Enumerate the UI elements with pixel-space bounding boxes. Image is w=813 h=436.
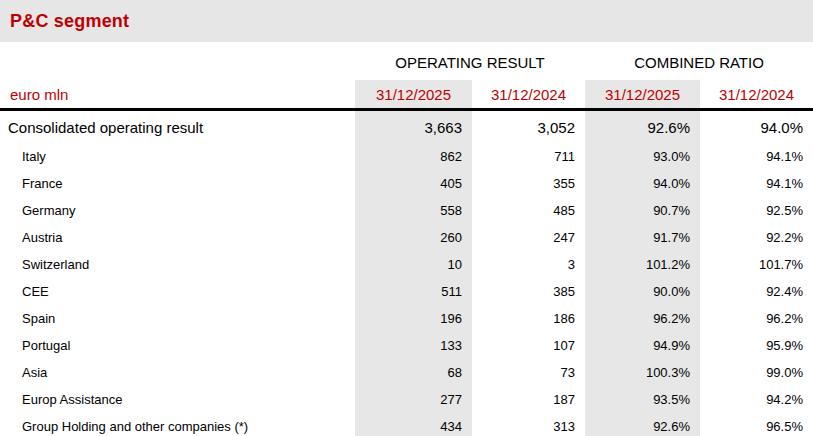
table-row: Portugal 133 107 94.9% 95.9% [0,332,813,359]
group-header-spacer [0,50,355,80]
row-value-operating-2024: 711 [472,143,585,170]
row-value-combined-2025: 90.0% [585,278,700,305]
combined-ratio-2025-header: 31/12/2025 [585,80,700,110]
pnc-segment-page: P&C segment OPERATING RESULT COMBINED RA… [0,0,813,436]
row-value-operating-2025: 405 [355,170,472,197]
row-value-operating-2025: 277 [355,386,472,413]
row-value-combined-2024: 92.2% [700,224,813,251]
row-label: France [0,170,355,197]
row-value-combined-2025: 91.7% [585,224,700,251]
table-row: Asia 68 73 100.3% 99.0% [0,359,813,386]
row-value-operating-2024: 107 [472,332,585,359]
row-value-combined-2024: 92.4% [700,278,813,305]
row-value-combined-2025: 93.5% [585,386,700,413]
row-value-operating-2025: 260 [355,224,472,251]
row-value-operating-2024: 3 [472,251,585,278]
row-value-operating-2024: 247 [472,224,585,251]
operating-result-header: OPERATING RESULT [355,50,585,80]
row-value-operating-2024: 355 [472,170,585,197]
row-label: Portugal [0,332,355,359]
row-label: Europ Assistance [0,386,355,413]
row-value-combined-2025: 92.6% [585,110,700,144]
pnc-results-table: OPERATING RESULT COMBINED RATIO euro mln… [0,50,813,436]
table-row: Spain 196 186 96.2% 96.2% [0,305,813,332]
operating-result-2025-header: 31/12/2025 [355,80,472,110]
row-value-operating-2025: 434 [355,413,472,436]
row-value-operating-2025: 10 [355,251,472,278]
combined-ratio-2024-header: 31/12/2024 [700,80,813,110]
row-label: Italy [0,143,355,170]
row-value-operating-2025: 511 [355,278,472,305]
row-value-operating-2024: 73 [472,359,585,386]
table-row: CEE 511 385 90.0% 92.4% [0,278,813,305]
table-row: Germany 558 485 90.7% 92.5% [0,197,813,224]
row-value-combined-2024: 96.2% [700,305,813,332]
row-label: Asia [0,359,355,386]
row-value-combined-2025: 101.2% [585,251,700,278]
row-label: Group Holding and other companies (*) [0,413,355,436]
table-row: Europ Assistance 277 187 93.5% 94.2% [0,386,813,413]
row-value-operating-2025: 133 [355,332,472,359]
row-value-combined-2024: 94.2% [700,386,813,413]
row-value-combined-2025: 96.2% [585,305,700,332]
row-value-operating-2024: 485 [472,197,585,224]
row-value-combined-2025: 92.6% [585,413,700,436]
group-header-row: OPERATING RESULT COMBINED RATIO [0,50,813,80]
row-label: Switzerland [0,251,355,278]
row-value-combined-2024: 101.7% [700,251,813,278]
table-row: Austria 260 247 91.7% 92.2% [0,224,813,251]
row-value-combined-2024: 94.1% [700,170,813,197]
row-value-operating-2025: 558 [355,197,472,224]
table-row: Italy 862 711 93.0% 94.1% [0,143,813,170]
row-value-combined-2025: 90.7% [585,197,700,224]
row-value-operating-2024: 3,052 [472,110,585,144]
page-title: P&C segment [10,11,129,32]
row-value-operating-2024: 313 [472,413,585,436]
row-value-operating-2025: 862 [355,143,472,170]
row-value-operating-2024: 187 [472,386,585,413]
segment-title-bar: P&C segment [0,0,813,42]
table-row: Consolidated operating result 3,663 3,05… [0,110,813,144]
row-value-operating-2024: 186 [472,305,585,332]
date-header-row: euro mln 31/12/2025 31/12/2024 31/12/202… [0,80,813,110]
row-label: Spain [0,305,355,332]
table-body: Consolidated operating result 3,663 3,05… [0,110,813,436]
row-value-combined-2024: 96.5% [700,413,813,436]
table-row: France 405 355 94.0% 94.1% [0,170,813,197]
row-value-operating-2024: 385 [472,278,585,305]
row-value-combined-2024: 94.0% [700,110,813,144]
row-value-combined-2025: 93.0% [585,143,700,170]
operating-result-2024-header: 31/12/2024 [472,80,585,110]
row-value-operating-2025: 3,663 [355,110,472,144]
row-label: Consolidated operating result [0,110,355,144]
row-value-combined-2025: 100.3% [585,359,700,386]
row-value-combined-2024: 92.5% [700,197,813,224]
row-value-combined-2025: 94.0% [585,170,700,197]
row-value-combined-2025: 94.9% [585,332,700,359]
row-value-combined-2024: 95.9% [700,332,813,359]
row-label: CEE [0,278,355,305]
row-value-operating-2025: 68 [355,359,472,386]
unit-label: euro mln [0,80,355,110]
row-value-operating-2025: 196 [355,305,472,332]
row-label: Germany [0,197,355,224]
row-label: Austria [0,224,355,251]
row-value-combined-2024: 99.0% [700,359,813,386]
row-value-combined-2024: 94.1% [700,143,813,170]
combined-ratio-header: COMBINED RATIO [585,50,813,80]
table-row: Switzerland 10 3 101.2% 101.7% [0,251,813,278]
table-row: Group Holding and other companies (*) 43… [0,413,813,436]
